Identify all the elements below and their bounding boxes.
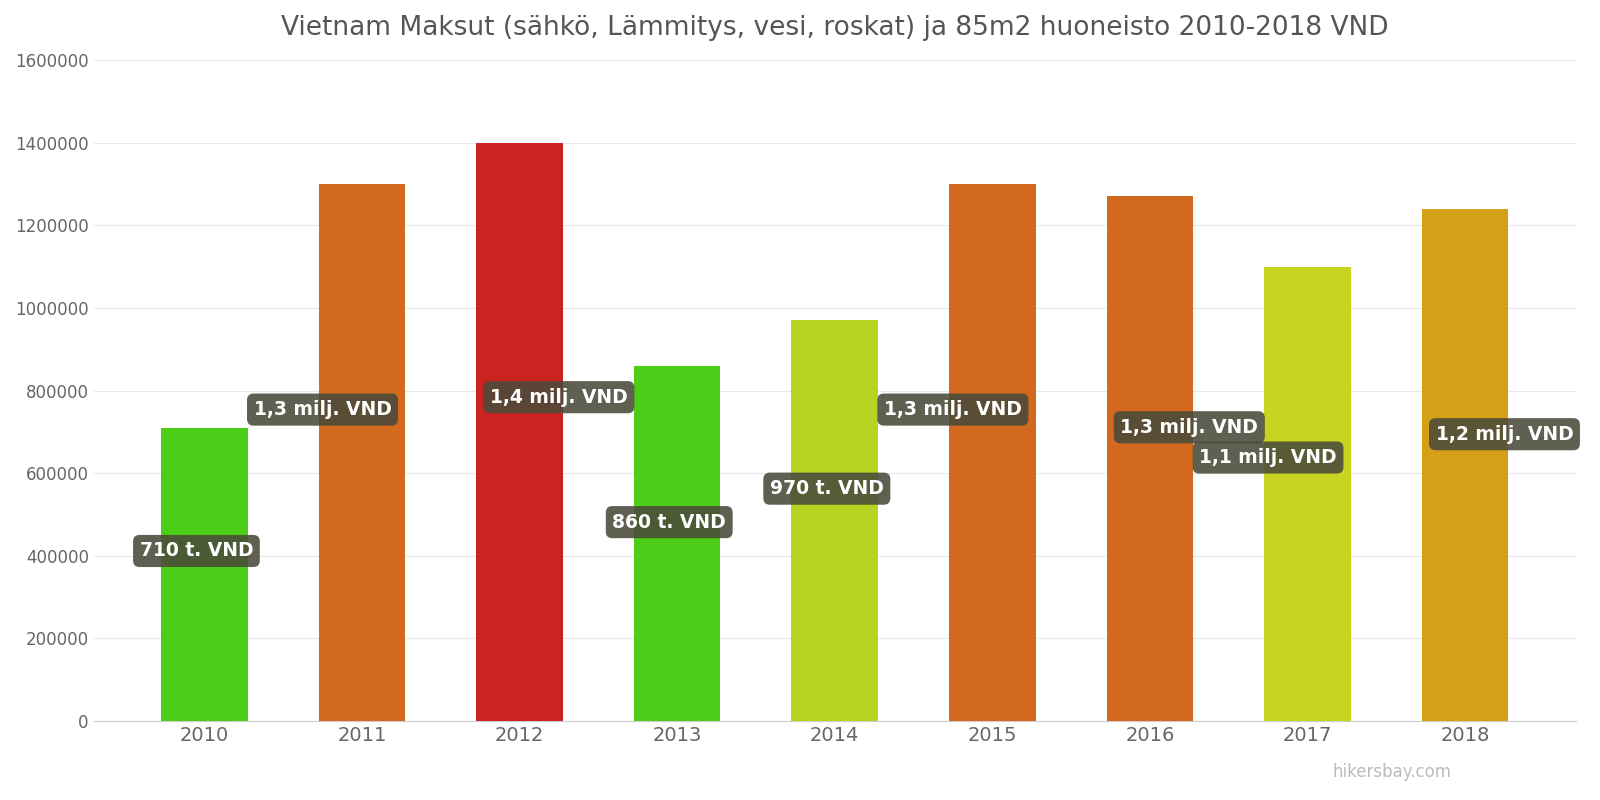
Text: 710 t. VND: 710 t. VND <box>139 542 253 561</box>
Title: Vietnam Maksut (sähkö, Lämmitys, vesi, roskat) ja 85m2 huoneisto 2010-2018 VND: Vietnam Maksut (sähkö, Lämmitys, vesi, r… <box>282 15 1389 41</box>
Bar <box>1264 266 1350 721</box>
Bar <box>1422 209 1509 721</box>
Text: 1,2 milj. VND: 1,2 milj. VND <box>1435 425 1573 444</box>
Text: 1,1 milj. VND: 1,1 milj. VND <box>1200 448 1338 467</box>
Bar <box>949 184 1035 721</box>
Text: 1,3 milj. VND: 1,3 milj. VND <box>1120 418 1258 437</box>
Bar <box>477 142 563 721</box>
Bar <box>634 366 720 721</box>
Text: 1,3 milj. VND: 1,3 milj. VND <box>883 400 1022 419</box>
Text: 1,4 milj. VND: 1,4 milj. VND <box>490 388 627 406</box>
Text: 970 t. VND: 970 t. VND <box>770 479 883 498</box>
Text: 860 t. VND: 860 t. VND <box>613 513 726 532</box>
Text: hikersbay.com: hikersbay.com <box>1333 763 1451 781</box>
Bar <box>1107 196 1194 721</box>
Bar <box>318 184 405 721</box>
Text: 1,3 milj. VND: 1,3 milj. VND <box>253 400 392 419</box>
Bar <box>162 428 248 721</box>
Bar <box>792 320 878 721</box>
